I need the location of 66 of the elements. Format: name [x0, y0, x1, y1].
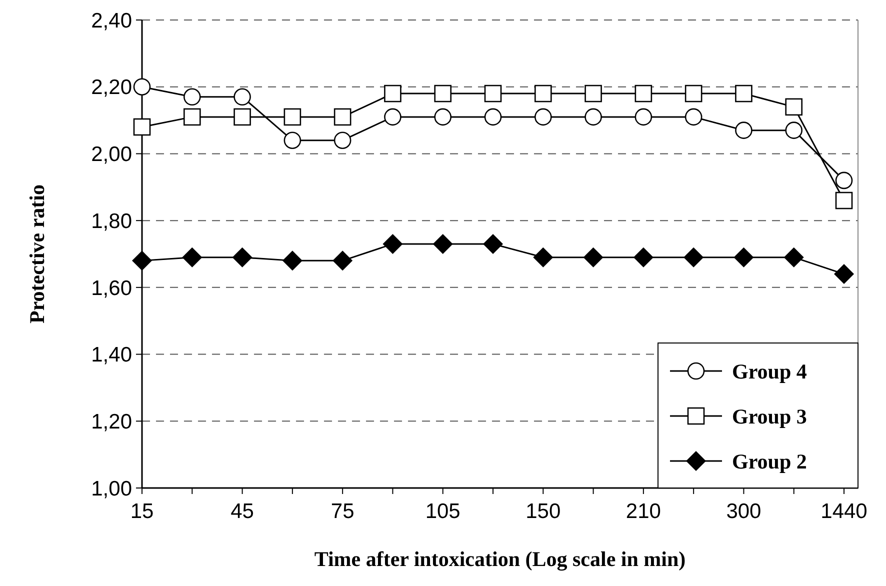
point	[784, 247, 804, 268]
point	[835, 172, 853, 190]
x-tick-label: 45	[230, 500, 254, 523]
legend-label: Group 4	[732, 359, 808, 384]
point	[785, 122, 803, 139]
point	[484, 108, 502, 126]
point	[332, 250, 353, 271]
legend-label: Group 3	[732, 404, 807, 428]
x-tick-label: 1440	[820, 500, 868, 523]
y-tick-label: 2,00	[91, 143, 132, 166]
point	[483, 234, 503, 254]
point	[484, 84, 502, 102]
point	[284, 108, 302, 126]
point	[384, 84, 402, 102]
point	[834, 264, 854, 284]
legend-label: Group 2	[732, 449, 807, 474]
y-tick-label: 1,80	[91, 210, 132, 233]
point	[684, 247, 704, 268]
point	[534, 84, 552, 102]
point	[432, 234, 453, 254]
point	[334, 132, 352, 149]
point	[234, 108, 251, 126]
y-tick-label: 2,20	[91, 76, 132, 100]
point	[735, 84, 752, 102]
point	[434, 84, 452, 102]
point	[835, 192, 853, 210]
point	[133, 118, 151, 136]
point	[634, 108, 652, 126]
point	[132, 250, 152, 271]
point	[434, 108, 452, 126]
point	[734, 247, 754, 268]
point	[284, 132, 302, 149]
point	[634, 84, 652, 102]
y-tick-label: 1,20	[91, 410, 132, 434]
point	[133, 78, 151, 96]
y-tick-label: 2,40	[91, 9, 132, 32]
y-tick-label: 1,60	[91, 276, 132, 300]
point	[182, 247, 202, 268]
x-tick-label: 300	[726, 500, 762, 523]
point	[334, 108, 352, 126]
point	[382, 234, 403, 254]
point	[633, 247, 654, 268]
point	[384, 108, 402, 126]
x-tick-label: 210	[626, 500, 661, 523]
point	[684, 84, 702, 102]
point	[183, 88, 201, 106]
point	[735, 122, 752, 139]
y-axis-title: Protective ratio	[25, 184, 49, 324]
point	[684, 108, 702, 126]
x-axis-title: Time after intoxication (Log scale in min)	[314, 547, 686, 571]
x-tick-label: 105	[425, 500, 460, 523]
point	[584, 108, 602, 126]
point	[785, 98, 803, 116]
x-tick-label: 75	[330, 500, 354, 523]
y-tick-label: 1,00	[91, 477, 132, 500]
point	[234, 88, 251, 106]
point	[183, 108, 201, 126]
point	[232, 247, 252, 268]
x-tick-label: 150	[526, 500, 561, 523]
point	[534, 108, 552, 126]
point	[584, 84, 602, 102]
y-tick-label: 1,40	[91, 344, 132, 367]
point	[282, 250, 302, 271]
x-tick-label: 15	[130, 500, 154, 523]
point	[533, 247, 554, 268]
point	[583, 247, 604, 268]
